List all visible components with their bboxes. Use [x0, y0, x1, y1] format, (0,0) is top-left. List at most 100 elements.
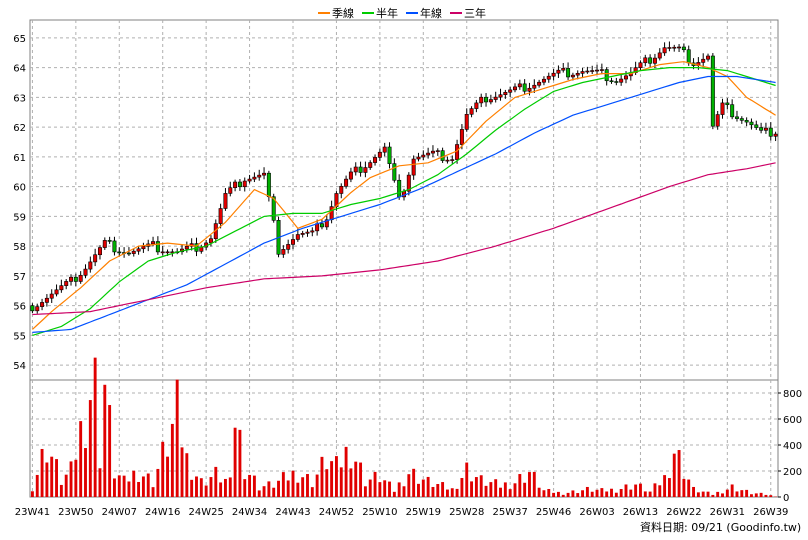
volume-bar [368, 479, 372, 497]
volume-bar [344, 446, 348, 497]
ma-line-三年 [32, 162, 776, 316]
candle-body [566, 68, 571, 78]
candle-body [604, 69, 609, 82]
volume-bar [479, 475, 483, 497]
candle-body [469, 108, 474, 115]
volume-bar [204, 485, 208, 497]
volume-bar [552, 492, 556, 497]
candle-body [416, 156, 421, 160]
volume-bar [585, 486, 589, 497]
legend-group: 季線 半年 年線 三年 [318, 6, 486, 20]
candle-body [667, 47, 672, 49]
volume-bar [494, 479, 498, 497]
volume-bar [277, 480, 280, 497]
volume-bar [122, 475, 126, 497]
volume-bar [769, 495, 773, 497]
volume-bar [595, 489, 599, 497]
candle-body [435, 150, 440, 152]
volume-bar [281, 472, 285, 497]
candle-body [305, 231, 310, 234]
volume-bar [170, 423, 174, 497]
volume-bar [209, 477, 213, 497]
volume-bar [363, 486, 367, 497]
candle-body [126, 252, 131, 255]
candle-body [590, 70, 595, 72]
volume-bar [392, 491, 396, 497]
data-date-note: 資料日期: 09/21 (Goodinfo.tw) [640, 520, 801, 534]
price-tick-label: 59 [13, 212, 26, 223]
volume-bar [754, 493, 758, 497]
volume-bar [195, 476, 198, 497]
time-tick-label: 26W39 [753, 507, 788, 518]
volume-bar [228, 477, 232, 497]
candle-body [160, 251, 165, 254]
time-tick-label: 24W25 [188, 507, 223, 518]
volume-bar [243, 479, 247, 497]
volume-bar [672, 453, 676, 497]
candle-body [262, 172, 267, 176]
candle-body [474, 102, 479, 109]
candle-body [64, 281, 69, 286]
candle-body [551, 72, 556, 77]
candle-body [532, 84, 537, 89]
volume-bar [513, 483, 517, 497]
volume-bar [571, 490, 575, 497]
candle-body [233, 181, 238, 189]
volume-bar [402, 486, 406, 497]
candle-body [464, 113, 469, 130]
candle-body [715, 114, 720, 127]
volume-bar [745, 489, 749, 497]
volume-bars [30, 357, 778, 497]
volume-bar [199, 478, 203, 497]
volume-bar [417, 483, 420, 497]
volume-bar [426, 476, 430, 497]
volume-tick-label: 600 [783, 415, 802, 426]
volume-bar [547, 488, 551, 497]
volume-bar [117, 475, 121, 497]
candle-body [546, 75, 551, 80]
price-tick-label: 64 [13, 64, 26, 75]
candle-body [348, 171, 353, 180]
candle-body [406, 174, 411, 192]
volume-bar [450, 488, 454, 497]
candle-body [228, 187, 233, 194]
candle-body [237, 181, 242, 188]
volume-bar [764, 494, 768, 497]
candle-body [344, 178, 349, 187]
volume-bar [716, 491, 720, 497]
volume-bar [175, 379, 179, 497]
candle-body [484, 96, 489, 103]
candle-body [281, 249, 286, 255]
volume-bar [730, 484, 734, 497]
candle-body [570, 74, 575, 78]
volume-bar [132, 470, 136, 497]
price-tick-label: 58 [13, 242, 26, 253]
candle-body [363, 167, 368, 173]
volume-bar [64, 474, 68, 497]
volume-bar [388, 481, 391, 497]
candle-body [44, 297, 49, 303]
time-tick-label: 26W22 [666, 507, 701, 518]
candle-body [295, 234, 300, 240]
candle-body [595, 69, 600, 72]
candle-body [252, 176, 257, 180]
volume-bar [624, 484, 628, 497]
time-tick-label: 25W10 [362, 507, 397, 518]
volume-bar [610, 488, 613, 497]
candle-body [763, 127, 768, 131]
volume-bar [721, 493, 724, 497]
volume-bar [412, 468, 416, 497]
candle-body [619, 78, 624, 83]
volume-bar [252, 475, 256, 497]
candle-body [440, 150, 445, 161]
candle-body [382, 146, 387, 153]
volume-bar [359, 462, 363, 497]
candle-body [681, 46, 686, 51]
volume-bar [542, 490, 546, 497]
candle-body [734, 116, 739, 119]
candle-body [266, 172, 271, 198]
volume-bar [383, 480, 387, 497]
time-tick-label: 26W13 [623, 507, 658, 518]
